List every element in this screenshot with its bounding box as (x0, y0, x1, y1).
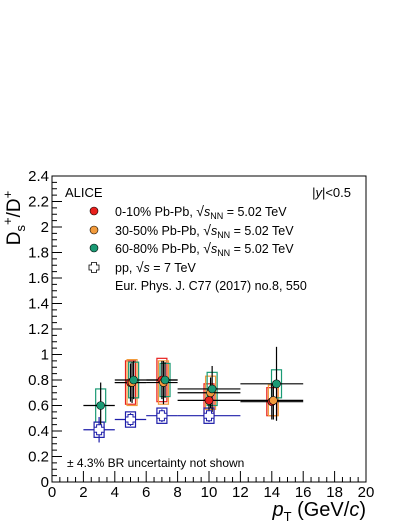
x-tick-label: 0 (48, 484, 56, 501)
data-point-60-80 (207, 384, 217, 394)
data-point-pp (203, 410, 215, 422)
x-tick-label: 6 (142, 484, 150, 501)
y-tick-label: 1.6 (28, 270, 49, 287)
data-point-pp (125, 414, 136, 426)
legend-marker-pp (88, 262, 100, 273)
x-tick-label: 20 (358, 484, 375, 501)
y-tick-label: 2.4 (28, 168, 49, 185)
x-tick-label: 12 (232, 484, 249, 501)
data-point-pp (156, 410, 168, 422)
x-tick-label: 14 (263, 484, 280, 501)
br-note: ± 4.3% BR uncertainty not shown (67, 456, 244, 470)
y-tick-label: 2.2 (28, 194, 49, 211)
reference-label: Eur. Phys. J. C77 (2017) no.8, 550 (115, 279, 307, 293)
x-tick-label: 16 (295, 484, 312, 501)
legend-marker-60-80 (89, 243, 99, 253)
y-tick-label: 1.4 (28, 296, 49, 313)
y-tick-label: 0.2 (28, 449, 49, 466)
y-tick-label: 0.8 (28, 372, 49, 389)
y-axis-title: Ds+/D+ (0, 191, 28, 245)
data-point-30-50 (269, 396, 278, 405)
plot-frame (51, 175, 367, 483)
data-layer (83, 346, 304, 443)
legend-marker-0-10 (89, 206, 99, 216)
y-tick-label: 1.2 (28, 321, 49, 338)
x-tick-label: 18 (326, 484, 343, 501)
legend-label-30-50: 30-50% Pb-Pb, √sNN = 5.02 TeV (115, 222, 294, 240)
legend-marker-30-50 (89, 225, 99, 235)
rapidity-label: |y|<0.5 (312, 185, 351, 200)
experiment-label: ALICE (65, 185, 103, 200)
x-tick-label: 10 (201, 484, 218, 501)
data-point-60-80 (272, 379, 281, 389)
data-point-0-10 (204, 396, 214, 405)
y-tick-label: 1.8 (28, 245, 49, 262)
data-point-60-80 (160, 375, 170, 385)
x-tick-label: 4 (111, 484, 119, 501)
data-point-60-80 (96, 401, 105, 410)
axis-ticks: 0 2 4 6 8 10 12 14 16 18 20 0 0.2 0.4 0.6 0.8 1 1.2 1.4 1.6… (28, 168, 374, 501)
y-tick-label: 1 (41, 347, 49, 364)
data-point-60-80 (129, 375, 138, 385)
y-tick-label: 0.6 (28, 398, 49, 415)
y-tick-label: 2 (41, 219, 49, 236)
legend-label-0-10: 0-10% Pb-Pb, √sNN = 5.02 TeV (115, 203, 287, 221)
x-tick-label: 8 (173, 484, 181, 501)
legend: 0-10% Pb-Pb, √sNN = 5.02 TeV 30-50% Pb-P… (88, 203, 307, 293)
legend-label-pp: pp, √s = 7 TeV (115, 259, 196, 275)
x-tick-label: 2 (79, 484, 87, 501)
legend-label-60-80: 60-80% Pb-Pb, √sNN = 5.02 TeV (115, 240, 294, 258)
x-axis-title: pT (GeV/c) (271, 499, 366, 524)
y-tick-label: 0 (41, 474, 49, 491)
data-point-pp (93, 424, 105, 436)
y-tick-label: 0.4 (28, 423, 49, 440)
